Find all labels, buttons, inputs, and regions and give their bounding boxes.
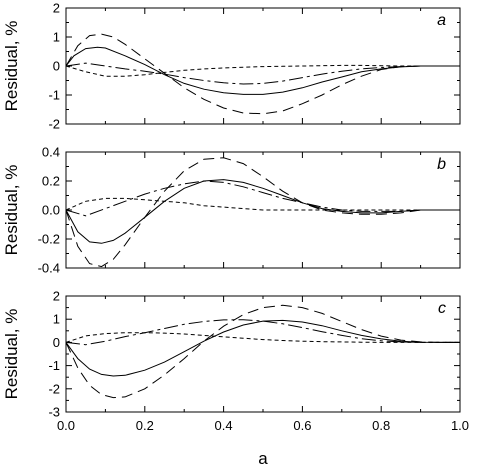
y-axis-label: Residual, % [2, 21, 21, 112]
series-line-dash-dot [65, 180, 460, 217]
chart-panel-b: -0.4 -0.2 0.0 0.2 0.4 Residual, % b [2, 145, 461, 276]
y-tick-label: -1 [48, 358, 60, 373]
y-tick-label: 1 [53, 30, 60, 45]
x-axis-label: a [258, 449, 268, 468]
x-tick-label: 0.2 [136, 418, 154, 433]
x-tick-label: 0.6 [293, 418, 311, 433]
chart-panel-a: -2 -1 0 1 2 Residual, % a [2, 1, 461, 132]
y-axis-label: Residual, % [2, 309, 21, 400]
series-line-short-dash [65, 332, 460, 343]
y-tick-label: 0.2 [42, 174, 60, 189]
series-line-short-dash [65, 197, 460, 211]
x-tick-label: 0.0 [57, 418, 75, 433]
y-tick-label: 0.4 [42, 145, 60, 160]
plot-frame [65, 295, 461, 413]
series-line-solid [65, 179, 460, 244]
chart-panel-c: -3 -2 -1 0 1 2 0.0 0.2 0.4 0.6 0.8 1.0 Residual, % c [2, 289, 469, 434]
y-tick-label: 2 [53, 289, 60, 304]
y-tick-label: 0 [53, 335, 60, 350]
series-line-solid [65, 46, 460, 95]
x-tick-label: 0.8 [372, 418, 390, 433]
y-tick-label: -1 [48, 88, 60, 103]
y-tick-label: -2 [48, 381, 60, 396]
series-line-long-dash [65, 304, 460, 399]
y-tick-label: -0.4 [38, 261, 60, 276]
y-axis-label: Residual, % [2, 165, 21, 256]
panel-label: c [438, 300, 446, 317]
y-tick-label: 0.0 [42, 203, 60, 218]
series-line-long-dash [65, 157, 460, 268]
x-tick-label: 0.4 [215, 418, 233, 433]
series-line-dash-dot [65, 62, 460, 85]
y-tick-label: 1 [53, 312, 60, 327]
series-line-dash-dot [65, 319, 460, 346]
y-tick-label: -3 [48, 405, 60, 420]
panel-label: b [437, 156, 446, 173]
y-tick-label: -2 [48, 117, 60, 132]
y-tick-label: 2 [53, 1, 60, 16]
y-tick-label: -0.2 [38, 232, 60, 247]
series-line-short-dash [65, 64, 460, 77]
y-tick-label: 0 [53, 59, 60, 74]
series-line-long-dash [65, 33, 460, 115]
series-line-solid [65, 319, 460, 377]
x-tick-label: 1.0 [451, 418, 469, 433]
panel-label: a [437, 12, 446, 29]
